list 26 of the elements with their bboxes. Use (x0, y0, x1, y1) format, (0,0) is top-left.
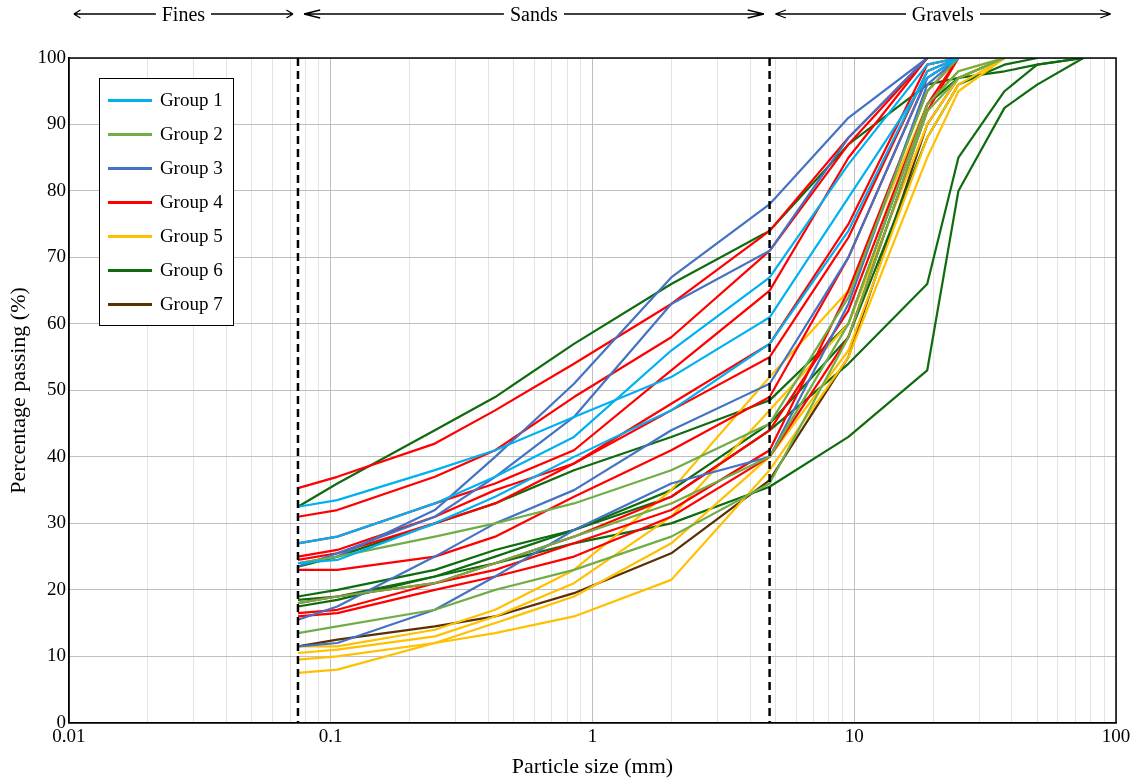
text: Gravels (910, 2, 975, 26)
x-tick-label: 1 (587, 725, 598, 747)
x-tick-label: 100 (1101, 725, 1131, 747)
legend-label: Group 2 (159, 123, 223, 145)
y-tick-label: 20 (46, 577, 66, 599)
y-tick-label: 90 (46, 112, 66, 134)
legend-label: Group 1 (159, 89, 223, 111)
legend-label: Group 5 (159, 225, 223, 247)
y-tick-label: 70 (46, 245, 66, 267)
x-axis-title: Particle size (mm) (511, 752, 674, 778)
y-tick-label: 50 (46, 378, 66, 400)
y-tick-label: 30 (46, 511, 66, 533)
y-tick-label: 40 (46, 444, 66, 466)
legend-label: Group 3 (159, 157, 223, 179)
y-tick-label: 60 (46, 311, 66, 333)
x-tick-label: 0.1 (318, 725, 343, 747)
legend-label: Group 4 (159, 191, 223, 213)
legend-label: Group 7 (159, 293, 223, 315)
y-tick-label: 10 (46, 644, 66, 666)
legend-label: Group 6 (159, 259, 223, 281)
y-tick-label: 100 (37, 45, 66, 67)
text: Fines (160, 2, 207, 26)
y-axis-title: Percentage passing (%) (4, 287, 30, 494)
x-tick-label: 10 (844, 725, 864, 747)
y-tick-label: 80 (46, 178, 66, 200)
text: Sands (508, 2, 559, 26)
